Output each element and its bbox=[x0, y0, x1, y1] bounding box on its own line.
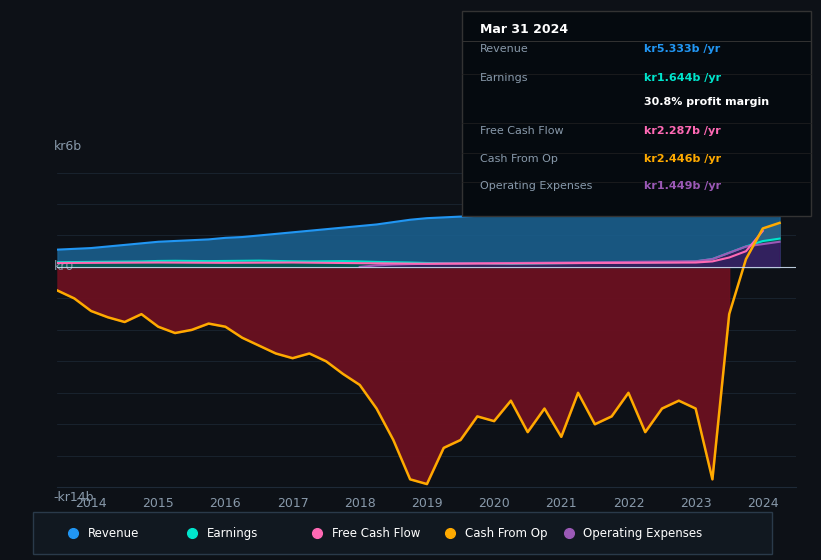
Text: Earnings: Earnings bbox=[207, 527, 258, 540]
Text: Revenue: Revenue bbox=[479, 44, 529, 54]
Text: kr6b: kr6b bbox=[54, 141, 82, 153]
Text: Operating Expenses: Operating Expenses bbox=[584, 527, 703, 540]
Text: Operating Expenses: Operating Expenses bbox=[479, 181, 592, 191]
Text: Cash From Op: Cash From Op bbox=[479, 155, 557, 164]
Text: Mar 31 2024: Mar 31 2024 bbox=[479, 24, 568, 36]
Text: Free Cash Flow: Free Cash Flow bbox=[332, 527, 420, 540]
Text: 30.8% profit margin: 30.8% profit margin bbox=[644, 97, 768, 107]
Text: Revenue: Revenue bbox=[89, 527, 140, 540]
Text: Free Cash Flow: Free Cash Flow bbox=[479, 125, 563, 136]
Text: kr5.333b /yr: kr5.333b /yr bbox=[644, 44, 720, 54]
Text: kr1.644b /yr: kr1.644b /yr bbox=[644, 73, 721, 82]
Text: -kr14b: -kr14b bbox=[54, 491, 94, 503]
Text: kr2.287b /yr: kr2.287b /yr bbox=[644, 125, 720, 136]
Text: kr0: kr0 bbox=[54, 260, 74, 273]
Text: kr1.449b /yr: kr1.449b /yr bbox=[644, 181, 721, 191]
Text: Earnings: Earnings bbox=[479, 73, 528, 82]
Text: kr2.446b /yr: kr2.446b /yr bbox=[644, 155, 721, 164]
Text: Cash From Op: Cash From Op bbox=[466, 527, 548, 540]
